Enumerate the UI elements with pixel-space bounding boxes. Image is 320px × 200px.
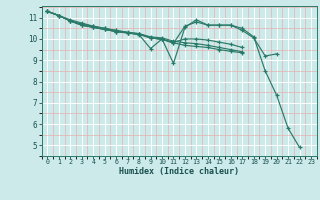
X-axis label: Humidex (Indice chaleur): Humidex (Indice chaleur) <box>119 167 239 176</box>
